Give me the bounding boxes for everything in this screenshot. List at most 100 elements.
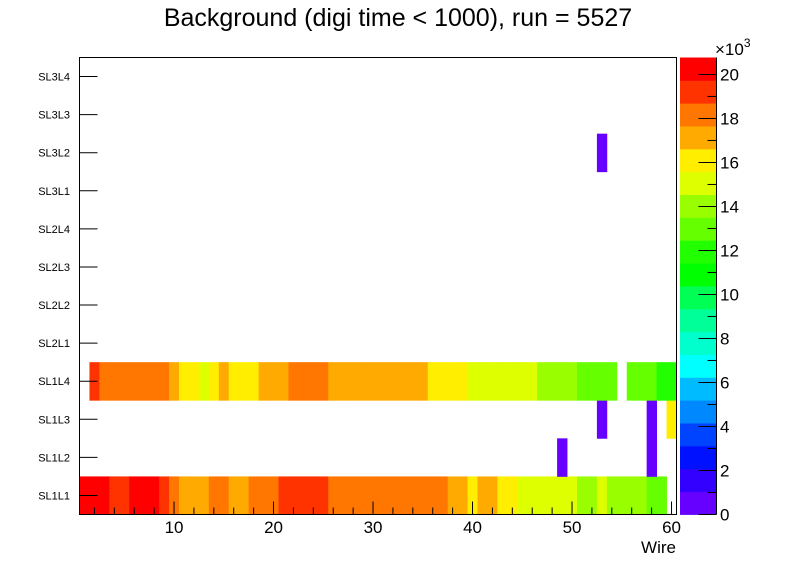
y-tick-label: SL1L4 [38, 376, 70, 388]
heatmap-cell [248, 476, 259, 515]
palette-band [680, 445, 717, 470]
heatmap-cell [547, 362, 558, 401]
heatmap-cell [606, 476, 618, 515]
heatmap-cell [99, 362, 110, 401]
x-tick-label: 10 [165, 518, 184, 537]
palette-band [680, 217, 717, 241]
y-tick-label: SL3L3 [38, 110, 70, 122]
heatmap-cell [109, 362, 120, 401]
palette-tick-label: 8 [720, 329, 729, 348]
palette-tick-label: 20 [720, 65, 739, 84]
heatmap-cell [218, 476, 230, 515]
palette-band [680, 377, 717, 401]
heatmap-cell [666, 362, 677, 401]
heatmap-cell [149, 362, 160, 401]
heatmap-cell [417, 362, 429, 401]
heatmap-cell [666, 400, 677, 439]
heatmap-cell [467, 476, 478, 515]
heatmap-cell [159, 362, 170, 401]
heatmap-cell [149, 476, 160, 515]
heatmap-cell [397, 362, 409, 401]
heatmap-cell [517, 476, 528, 515]
heatmap-cell [646, 438, 657, 477]
heatmap-cell [328, 362, 339, 401]
heatmap-cell [318, 362, 329, 401]
heatmap-cell [417, 476, 429, 515]
heatmap-cell [557, 362, 568, 401]
heatmap-cell [228, 476, 240, 515]
heatmap-cell [129, 362, 140, 401]
heatmap-cell [636, 362, 648, 401]
x-tick-label: 60 [662, 518, 681, 537]
x-tick-label: 50 [563, 518, 582, 537]
heatmap-cell [437, 476, 449, 515]
heatmap-cell [208, 362, 220, 401]
heatmap-cell [407, 362, 419, 401]
y-tick-label: SL1L1 [38, 490, 70, 502]
heatmap-cell [169, 362, 180, 401]
palette-band [680, 286, 717, 310]
heatmap-cell [487, 362, 498, 401]
palette-tick-label: 12 [720, 241, 739, 260]
heatmap-cell [596, 476, 608, 515]
heatmap-cell [387, 476, 399, 515]
palette-band [680, 80, 717, 104]
heatmap-cell [109, 476, 120, 515]
y-tick-label: SL2L2 [38, 300, 70, 312]
heatmap-cell [238, 362, 250, 401]
heatmap-cell [248, 362, 259, 401]
heatmap-cell [258, 362, 269, 401]
heatmap-cell [119, 476, 130, 515]
heatmap-cell [358, 476, 369, 515]
palette-band [680, 491, 717, 515]
palette-band [680, 423, 717, 447]
palette-tick-label: 18 [720, 109, 739, 128]
heatmap-cell [497, 476, 508, 515]
heatmap-cell [278, 476, 289, 515]
palette-band [680, 103, 717, 127]
heatmap-cell [577, 476, 588, 515]
palette-band [680, 331, 717, 355]
heatmap-cell [457, 362, 468, 401]
heatmap-cell [547, 476, 558, 515]
palette-band [680, 171, 717, 195]
x-tick-label: 20 [264, 518, 283, 537]
heatmap-cell [626, 476, 638, 515]
heatmap-cell [626, 362, 638, 401]
palette-tick-label: 0 [720, 506, 729, 525]
palette-band [680, 126, 717, 150]
heatmap-cell [258, 476, 269, 515]
heatmap-cell [557, 476, 568, 515]
heatmap-cell [596, 400, 608, 439]
heatmap-cell [358, 362, 369, 401]
heatmap-cell [507, 476, 518, 515]
heatmap-cell [159, 476, 170, 515]
heatmap-cells [79, 133, 677, 515]
heatmap-cell [139, 362, 150, 401]
palette-tick-label: 10 [720, 285, 739, 304]
y-tick-label: SL3L4 [38, 72, 70, 84]
y-tick-label: SL2L1 [38, 338, 70, 350]
heatmap-cell [407, 476, 419, 515]
heatmap-cell [328, 476, 339, 515]
x-axis: 10 20 30 40 50 60 [93, 501, 681, 537]
heatmap-cell [288, 362, 299, 401]
palette-band [680, 263, 717, 287]
x-tick-label: 40 [463, 518, 482, 537]
y-tick-label: SL2L3 [38, 262, 70, 274]
heatmap-cell [477, 362, 488, 401]
y-tick-label: SL2L4 [38, 224, 70, 236]
z-multiplier-label: ×103 [715, 36, 751, 59]
palette-band [680, 308, 717, 333]
heatmap-cell [378, 362, 389, 401]
heatmap-cell [348, 362, 359, 401]
heatmap-cell [527, 476, 538, 515]
palette-band [680, 400, 717, 424]
heatmap-cell [497, 362, 508, 401]
x-axis-label: Wire [641, 538, 676, 557]
heatmap-cell [557, 438, 568, 477]
heatmap-cell [646, 362, 657, 401]
heatmap-cell [188, 476, 200, 515]
heatmap-cell [567, 476, 578, 515]
heatmap-cell [567, 362, 578, 401]
